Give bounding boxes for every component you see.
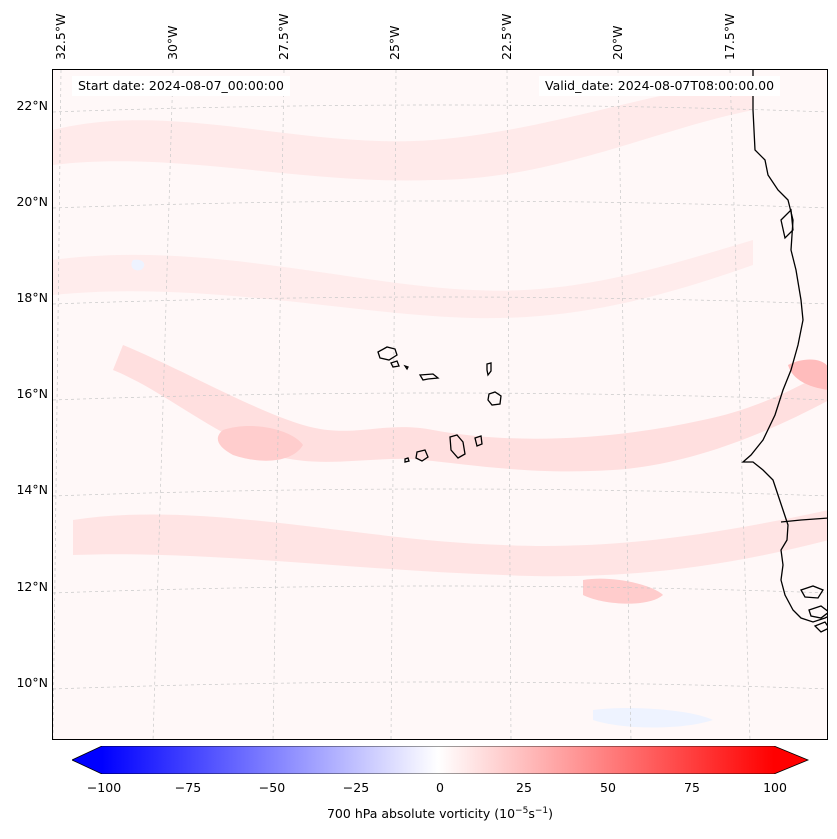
lat-label-22n: 22°N xyxy=(16,98,48,113)
vorticity-negative-patch xyxy=(593,708,713,728)
vorticity-blob-southeast xyxy=(583,578,663,604)
island-boa-vista xyxy=(487,391,502,406)
colorbar-label-exp1: −5 xyxy=(515,806,529,816)
colorbar-label-exp2: −1 xyxy=(534,806,549,816)
vorticity-blob-west xyxy=(217,425,303,461)
parallel-20n xyxy=(53,200,827,209)
cb-tick-neg100: −100 xyxy=(86,780,122,795)
lon-label-27-5w: 27.5°W xyxy=(276,13,291,60)
cb-tick-25: 25 xyxy=(516,780,532,795)
lat-label-10n: 10°N xyxy=(16,675,48,690)
colorbar-ramp xyxy=(102,746,774,774)
cb-tick-neg75: −75 xyxy=(174,780,202,795)
coastline-bijagos-2 xyxy=(808,605,827,619)
lon-label-32-5w: 32.5°W xyxy=(53,13,68,60)
cb-tick-75: 75 xyxy=(684,780,700,795)
island-sao-vicente xyxy=(390,360,400,368)
lon-label-30w: 30°W xyxy=(165,25,180,60)
colorbar xyxy=(72,746,810,774)
meridian-27-5w xyxy=(272,70,285,739)
meridian-30w xyxy=(152,70,174,739)
island-sal xyxy=(486,362,492,377)
cape-verde-islands xyxy=(377,346,502,463)
coastline-bijagos-3 xyxy=(813,621,827,633)
colorbar-label: 700 hPa absolute vorticity (10−5s−1) xyxy=(0,806,837,821)
island-brava xyxy=(404,457,410,463)
colorbar-extend-max xyxy=(774,746,808,774)
vorticity-field xyxy=(53,80,827,728)
vorticity-band-north xyxy=(53,80,753,181)
island-santiago xyxy=(449,434,466,459)
island-santo-antao xyxy=(377,346,398,361)
island-santa-luzia xyxy=(403,364,409,371)
cb-tick-0: 0 xyxy=(436,780,444,795)
lat-label-14n: 14°N xyxy=(16,482,48,497)
vorticity-blob-coast xyxy=(788,359,827,390)
parallel-16n xyxy=(53,392,827,401)
lon-label-20w: 20°W xyxy=(610,25,625,60)
cb-tick-50: 50 xyxy=(600,780,616,795)
parallel-22n xyxy=(53,104,827,113)
vorticity-negative-patch-2 xyxy=(131,259,145,271)
coastline-main xyxy=(741,70,827,623)
lat-label-12n: 12°N xyxy=(16,579,48,594)
graticule xyxy=(53,70,827,739)
meridian-25w xyxy=(390,70,397,739)
vorticity-map xyxy=(53,70,827,739)
start-date-label: Start date: 2024-08-07_00:00:00 xyxy=(72,76,290,96)
coastline-banc-arguin xyxy=(780,208,794,240)
lat-label-20n: 20°N xyxy=(16,194,48,209)
island-fogo xyxy=(415,449,429,462)
lon-label-22-5w: 22.5°W xyxy=(499,13,514,60)
colorbar-label-text: 700 hPa absolute vorticity (10 xyxy=(326,806,516,822)
meridian-32-5w xyxy=(53,70,62,739)
parallel-10n xyxy=(53,681,827,690)
african-coastline xyxy=(741,70,827,633)
vorticity-band-south xyxy=(73,510,827,577)
lat-label-18n: 18°N xyxy=(16,290,48,305)
cb-tick-neg25: −25 xyxy=(342,780,370,795)
coastline-gambia xyxy=(780,517,827,523)
map-panel[interactable] xyxy=(52,69,828,740)
lon-label-17-5w: 17.5°W xyxy=(722,13,737,60)
colorbar-outline xyxy=(72,746,810,774)
vorticity-band-main xyxy=(113,345,827,472)
colorbar-label-close: ) xyxy=(548,806,553,822)
parallel-18n xyxy=(53,296,827,305)
meridian-22-5w xyxy=(506,70,512,739)
lat-label-16n: 16°N xyxy=(16,386,48,401)
island-maio xyxy=(474,435,483,447)
coastline-bijagos-1 xyxy=(800,585,824,599)
colorbar-extend-min xyxy=(72,746,102,774)
parallel-12n xyxy=(53,585,827,594)
valid-date-label: Valid_date: 2024-08-07T08:00:00.00 xyxy=(539,76,781,96)
meridian-20w xyxy=(617,70,632,739)
colorbar-label-unit: s xyxy=(528,806,535,822)
parallel-14n xyxy=(53,488,827,497)
meridian-17-5w xyxy=(729,70,751,739)
cb-tick-100: 100 xyxy=(763,780,787,795)
island-sao-nicolau xyxy=(418,373,440,381)
vorticity-band-middle xyxy=(53,240,753,319)
cb-tick-neg50: −50 xyxy=(258,780,286,795)
lon-label-25w: 25°W xyxy=(387,25,402,60)
